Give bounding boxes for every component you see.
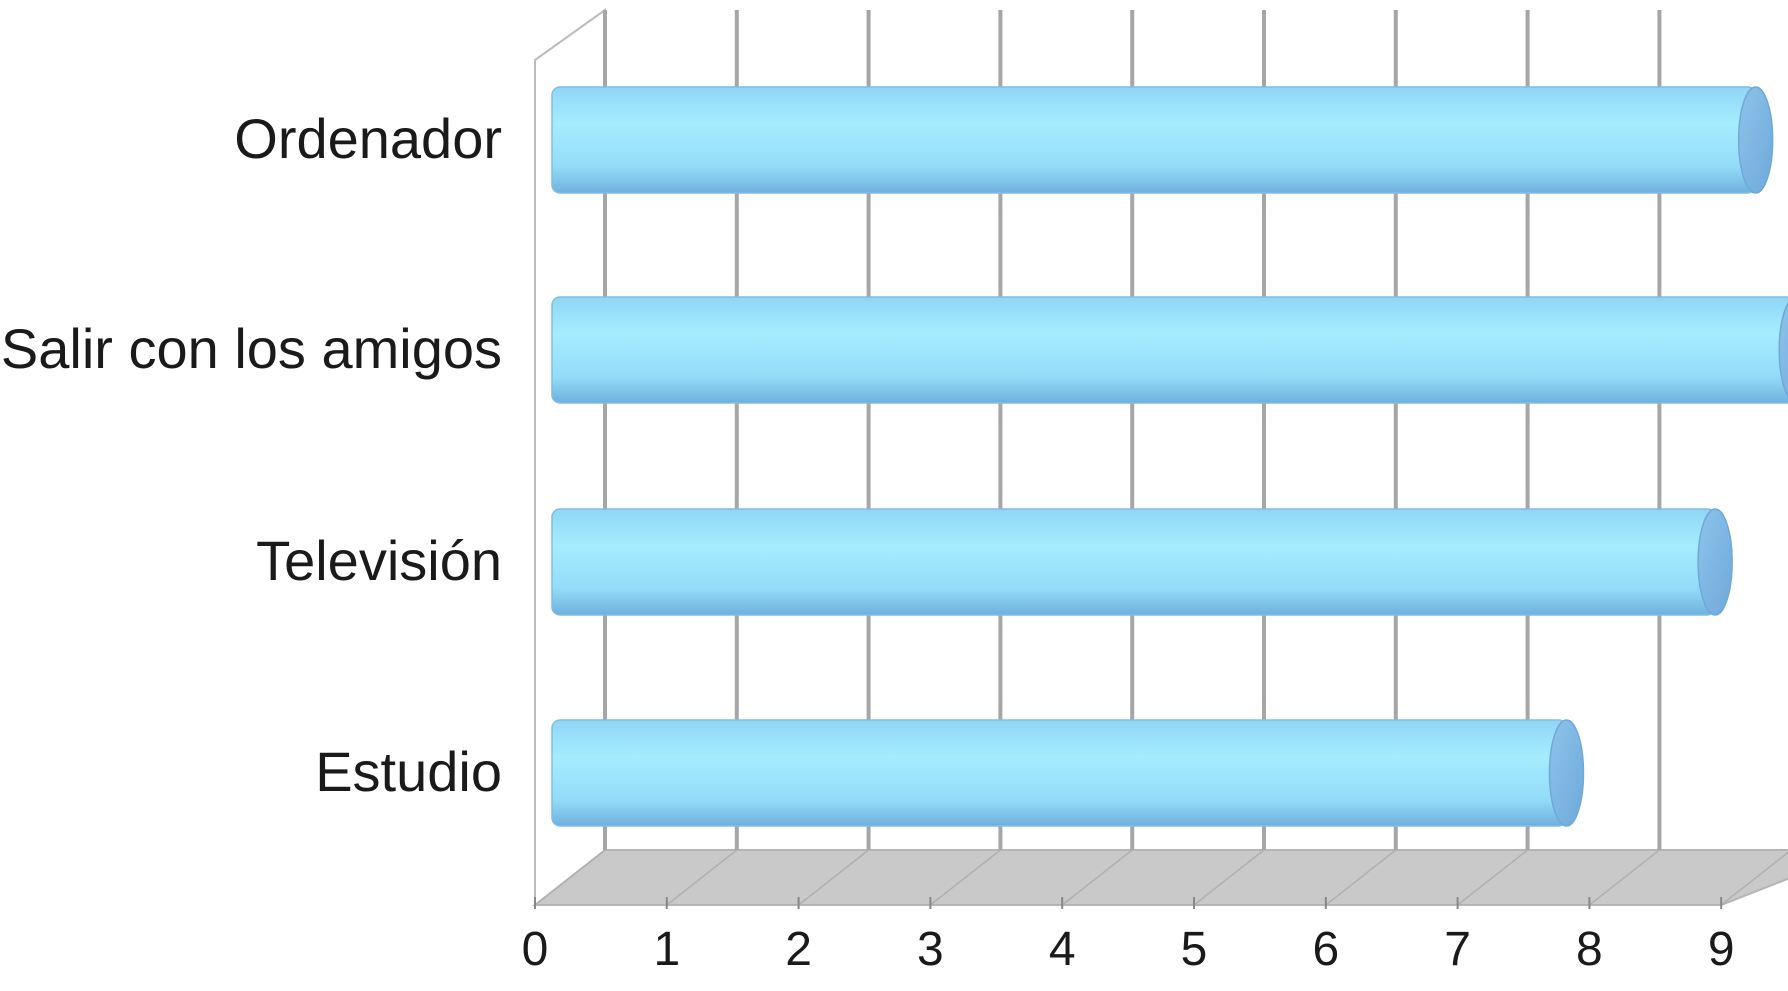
bar	[551, 719, 1568, 827]
category-label: Salir con los amigos	[1, 317, 502, 380]
bar-end-cap	[1697, 508, 1733, 616]
x-tick-label: 4	[1049, 923, 1076, 976]
floor-gridline	[1457, 849, 1529, 906]
x-tick-label: 5	[1181, 923, 1208, 976]
bar-group	[551, 86, 1774, 194]
bar-end-cap	[1548, 719, 1585, 827]
bar	[551, 508, 1716, 616]
x-tick-label: 3	[917, 923, 944, 976]
x-tick-label: 6	[1312, 923, 1339, 976]
bars	[551, 86, 1788, 827]
x-tick-labels: 0 1 2 3 4 5 6 7 8 9	[522, 923, 1735, 976]
x-tick-label: 0	[522, 923, 549, 976]
floor-gridline	[1588, 849, 1660, 906]
bar-group	[551, 719, 1585, 827]
bar-end-cap	[1737, 86, 1774, 194]
floor-gridline	[534, 849, 606, 906]
bar-group	[551, 508, 1733, 616]
bar-group	[551, 296, 1788, 404]
floor-gridline	[929, 849, 1001, 906]
category-label: Estudio	[315, 740, 502, 803]
floor-gridline	[1720, 851, 1788, 906]
floor-gridline	[1325, 849, 1397, 906]
category-labels: Ordenador Salir con los amigos Televisión E…	[1, 107, 502, 803]
x-tick-label: 8	[1576, 923, 1603, 976]
floor-gridline	[666, 849, 738, 906]
x-tick-label: 9	[1708, 923, 1735, 976]
floor-gridline	[798, 849, 870, 906]
floor-gridline	[1193, 849, 1265, 906]
x-tick-label: 1	[653, 923, 680, 976]
x-tick-label: 7	[1444, 923, 1471, 976]
bar-end-cap	[1778, 302, 1788, 398]
category-label: Ordenador	[234, 107, 502, 170]
bar	[551, 86, 1757, 194]
category-label: Televisión	[256, 529, 502, 592]
x-tick-label: 2	[785, 923, 812, 976]
bar	[551, 296, 1788, 404]
floor-gridline	[1061, 849, 1133, 906]
